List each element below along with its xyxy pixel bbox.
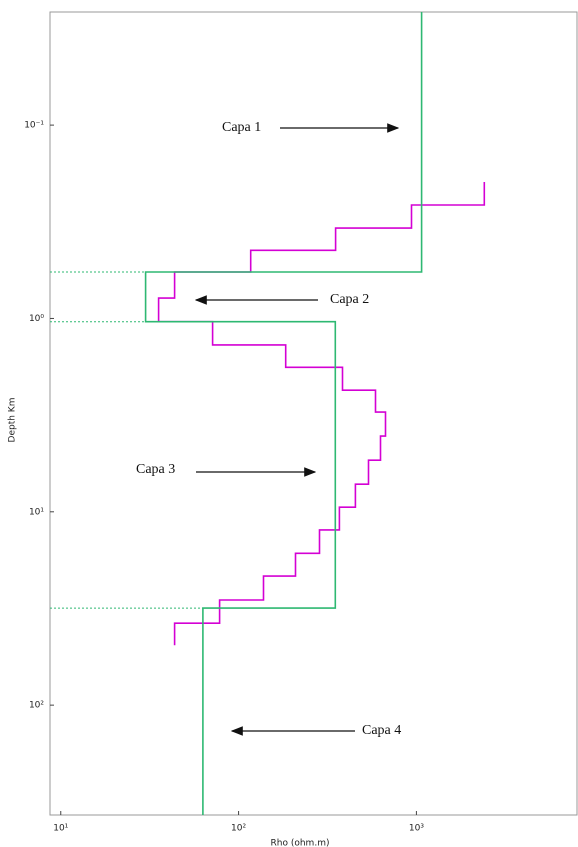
annotation: Capa 2 (330, 292, 369, 307)
y-tick-label: 10⁰ (29, 314, 44, 324)
profile-line (157, 182, 486, 646)
y-tick-label: 10¹ (29, 507, 44, 517)
profile-line (144, 12, 423, 815)
x-axis-label: Rho (ohm.m) (271, 839, 330, 847)
plot-frame (49, 11, 578, 816)
annotation: Capa 3 (136, 462, 175, 477)
x-tick-label: 10¹ (53, 824, 68, 834)
y-axis-label: Depth Km (8, 398, 18, 443)
annotation: Capa 1 (222, 120, 261, 135)
annotation: Capa 4 (362, 723, 401, 738)
x-tick-label: 10³ (409, 824, 424, 834)
y-tick-label: 10² (29, 701, 44, 711)
y-tick-label: 10⁻¹ (24, 121, 44, 131)
x-tick-label: 10² (231, 824, 246, 834)
